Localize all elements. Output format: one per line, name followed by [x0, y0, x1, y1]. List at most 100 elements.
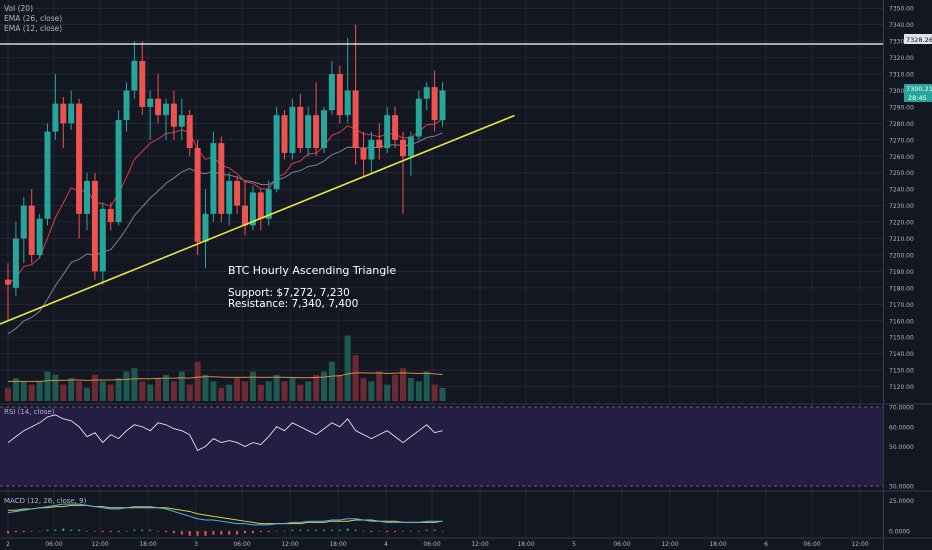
macd-histogram-bar	[394, 530, 397, 533]
volume-bars	[5, 335, 446, 401]
candle-body	[257, 192, 264, 219]
legend-macd[interactable]: MACD (12, 26, close, 9)	[4, 497, 87, 505]
volume-bar	[131, 368, 138, 401]
candle-body	[155, 98, 162, 116]
macd-histogram-bar	[425, 529, 428, 531]
candle-body	[265, 189, 272, 219]
macd-histogram-bar	[62, 528, 65, 531]
volume-bar	[210, 381, 217, 401]
price-tick-label: 7180.00	[889, 285, 914, 292]
price-tick-label: 7340.00	[889, 22, 914, 29]
candle-body	[68, 103, 75, 124]
volume-bar	[439, 387, 446, 401]
annotation-resistance[interactable]: Resistance: 7,340, 7,400	[228, 298, 358, 310]
time-tick-label: 5	[572, 541, 576, 548]
macd-histogram-bar	[172, 530, 175, 534]
candles	[5, 24, 446, 321]
candle-body	[52, 103, 59, 132]
volume-bar	[376, 371, 383, 401]
legend-ema12[interactable]: EMA (12, close)	[4, 24, 62, 33]
candle-body	[328, 74, 335, 111]
rsi-band	[0, 406, 883, 487]
resistance-price-badge	[904, 34, 932, 44]
price-tick-label: 7280.00	[889, 121, 914, 128]
time-tick-label: 06:00	[423, 541, 440, 548]
legend-rsi[interactable]: RSI (14, close)	[4, 408, 55, 416]
macd-histogram-bar	[354, 529, 357, 531]
price-tick-label: 7310.00	[889, 72, 914, 79]
candle-body	[336, 74, 343, 116]
macd-histogram-bar	[307, 529, 310, 531]
candle-body	[368, 139, 375, 160]
price-tick-label: 7250.00	[889, 170, 914, 177]
macd-histogram-bar	[109, 530, 112, 533]
time-tick-label: 18:00	[139, 541, 156, 548]
macd-histogram-bar	[149, 529, 152, 531]
candle-body	[91, 180, 98, 272]
rsi-line	[7, 414, 443, 452]
last-price-label: 7300.21	[906, 85, 932, 93]
macd-histogram-bar	[338, 529, 341, 531]
volume-bar	[360, 378, 367, 401]
macd-histogram-bar	[188, 530, 191, 536]
annotation-support[interactable]: Support: $7,272, 7,230	[228, 287, 350, 299]
macd-histogram-bar	[433, 529, 436, 531]
legend-ema26[interactable]: EMA (26, close)	[4, 14, 62, 23]
volume-bar	[107, 384, 114, 401]
macd-histogram-bar	[275, 530, 278, 532]
macd-histogram-bar	[236, 530, 239, 535]
volume-bar	[321, 371, 327, 401]
macd-histogram-bar	[370, 530, 373, 533]
candle-body	[321, 110, 327, 149]
candle-body	[234, 180, 241, 206]
macd-histogram-bar	[180, 530, 183, 535]
candle-body	[60, 103, 67, 124]
time-tick-label: 06:00	[233, 541, 250, 548]
macd-histogram-bar	[22, 530, 25, 533]
volume-bar	[226, 384, 233, 401]
time-tick-label: 18:00	[517, 541, 534, 548]
resistance-price-label: 7328.26	[906, 36, 932, 44]
volume-bar	[352, 355, 359, 401]
price-tick-label: 7270.00	[889, 137, 914, 144]
candle-body	[170, 103, 177, 127]
macd-histogram-bar	[125, 530, 128, 532]
macd-tick-label: 0.0000	[889, 528, 910, 535]
candle-body	[44, 131, 51, 219]
legend-vol[interactable]: Vol (20)	[4, 4, 33, 13]
candle-body	[218, 143, 225, 214]
time-tick-label: 12:00	[91, 541, 108, 548]
volume-bar	[147, 384, 154, 401]
candle-body	[281, 115, 288, 153]
candle-body	[407, 136, 414, 157]
time-tick-label: 3	[194, 541, 198, 548]
rsi-tick-label: 50.0000	[889, 444, 914, 451]
candle-body	[99, 208, 106, 272]
macd-histogram-bar	[220, 530, 223, 535]
macd-histogram-bar	[165, 530, 167, 533]
candle-body	[384, 115, 391, 149]
macd-histogram-bar	[78, 529, 81, 531]
candle-body	[115, 120, 122, 223]
macd-histogram-bar	[378, 530, 381, 532]
candle-body	[415, 98, 422, 137]
volume-bar	[305, 381, 312, 401]
price-tick-label: 7220.00	[889, 220, 914, 227]
macd-signal-line	[8, 504, 443, 525]
volume-bar	[84, 387, 90, 401]
volume-bar	[313, 374, 320, 401]
candle-body	[163, 103, 169, 116]
macd-histogram-bar	[196, 530, 199, 536]
volume-ma-line	[8, 372, 443, 382]
indicator-panes	[7, 414, 444, 536]
volume-bar	[415, 381, 422, 401]
countdown-badge	[904, 93, 932, 102]
volume-bar	[202, 374, 209, 401]
candle-body	[12, 238, 19, 288]
volume-bar	[91, 374, 98, 401]
annotation-title[interactable]: BTC Hourly Ascending Triangle	[228, 264, 396, 277]
volume-bar	[297, 384, 304, 401]
volume-bar	[163, 374, 169, 401]
time-tick-label: 2	[6, 541, 10, 548]
